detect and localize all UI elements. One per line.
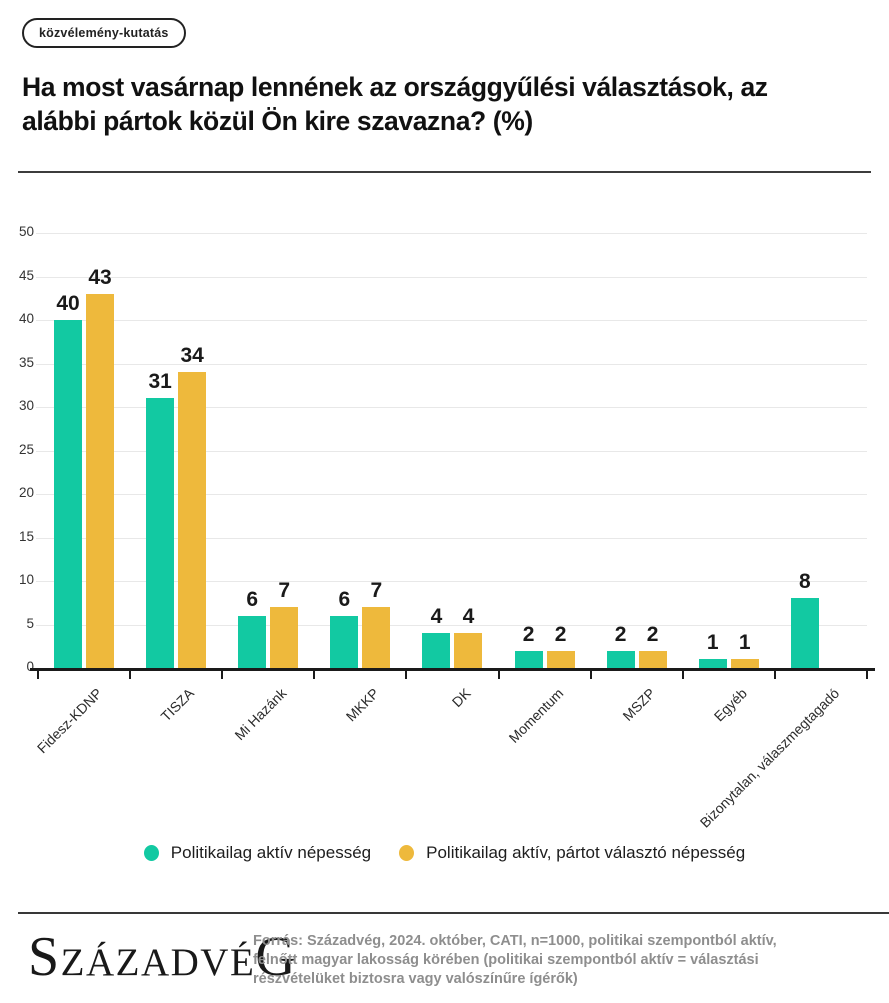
y-axis-label: 45 — [18, 267, 34, 283]
x-axis-tick — [589, 671, 592, 679]
x-axis-tick — [405, 671, 408, 679]
bar-value-label: 34 — [180, 344, 204, 368]
bar-value-label: 2 — [646, 622, 659, 646]
y-axis-label: 40 — [18, 311, 34, 326]
bar-active-population — [54, 320, 83, 668]
x-axis-tick — [865, 671, 868, 679]
szazadveg-logo: SZÁZADVÉG — [28, 927, 297, 993]
bar-active-population — [606, 650, 635, 668]
bar-active-population — [238, 615, 267, 668]
bar-value-label: 1 — [738, 631, 751, 655]
bar-party-choosers — [178, 372, 207, 668]
bar-active-population — [698, 659, 727, 668]
y-axis-label: 0 — [26, 659, 34, 674]
topic-badge: közvélemény-kutatás — [22, 18, 186, 48]
bar-party-choosers — [454, 633, 483, 668]
source-line: Forrás: Századvég, 2024. október, CATI, … — [253, 933, 777, 949]
bar-value-label: 6 — [338, 587, 351, 611]
y-gridline — [36, 407, 867, 408]
bar-value-label: 31 — [148, 370, 172, 394]
bar-party-choosers — [638, 650, 667, 668]
legend-label: Politikailag aktív, pártot választó népe… — [426, 843, 746, 862]
category-label: DK — [448, 685, 474, 711]
bar-value-label: 4 — [430, 605, 443, 629]
bar-chart: 0 5 10 15 20 25 30 35 40 45 50 40 43 Fidesz-KDNP 31 34 T… — [0, 210, 889, 840]
legend-label: Politikailag aktív népesség — [170, 843, 372, 862]
y-axis-label: 10 — [18, 572, 34, 587]
bar-active-population — [514, 650, 543, 668]
x-axis-tick — [681, 671, 684, 679]
bar-party-choosers — [362, 607, 391, 668]
category-label: Fidesz-KDNP — [34, 685, 106, 757]
x-axis-tick — [497, 671, 500, 679]
category-label: Momentum — [505, 685, 566, 746]
y-gridline — [36, 494, 867, 495]
bar-party-choosers — [270, 607, 299, 668]
source-line: felnőtt magyar lakosság körében (politik… — [253, 952, 759, 968]
bar-value-label: 7 — [370, 579, 383, 603]
bar-value-label: 2 — [554, 622, 567, 646]
source-text: Forrás: Századvég, 2024. október, CATI, … — [253, 932, 873, 989]
category-label: Egyéb — [710, 685, 751, 725]
bar-value-label: 1 — [706, 631, 719, 655]
bar-value-label: 7 — [278, 579, 291, 603]
bar-party-choosers — [546, 650, 575, 668]
logo-letters: ZÁZADVÉ — [60, 941, 256, 984]
bar-active-population — [146, 398, 175, 668]
y-gridline — [36, 581, 867, 582]
bar-party-choosers — [86, 293, 115, 668]
x-axis-tick — [37, 671, 39, 679]
y-gridline — [36, 320, 867, 321]
y-axis-label: 35 — [18, 354, 34, 370]
page-title: Ha most vasárnap lennének az országgyűlé… — [22, 72, 768, 136]
legend-swatch-yellow — [399, 845, 415, 861]
y-gridline — [36, 624, 867, 626]
category-label: MSZP — [619, 685, 658, 724]
x-axis-tick — [221, 671, 224, 679]
bar-value-label: 43 — [88, 265, 112, 289]
bar-value-label: 4 — [462, 605, 475, 629]
bar-value-label: 2 — [614, 622, 627, 646]
y-gridline — [36, 537, 867, 539]
bar-active-population — [422, 633, 451, 668]
bar-active-population — [330, 615, 359, 668]
y-axis-label: 30 — [18, 398, 34, 413]
x-axis-line — [30, 668, 875, 671]
logo-letter: S — [28, 926, 61, 988]
x-axis-tick — [773, 671, 776, 679]
y-gridline — [36, 276, 867, 278]
bar-active-population — [790, 598, 819, 668]
y-axis-label: 50 — [18, 224, 34, 239]
y-gridline — [36, 233, 867, 234]
bar-value-label: 6 — [246, 587, 259, 611]
chart-legend: Politikailag aktív népesség Politikailag… — [0, 843, 889, 863]
x-axis-tick — [129, 671, 132, 679]
category-label: Mi Hazánk — [231, 685, 290, 744]
y-axis-label: 15 — [18, 528, 34, 544]
source-line: részvételüket biztosra vagy valószínűre … — [253, 971, 578, 987]
legend-item-party-choosers: Politikailag aktív, pártot választó népe… — [399, 843, 745, 863]
bar-value-label: 2 — [522, 622, 535, 646]
header-divider — [18, 171, 871, 173]
category-label: TISZA — [158, 685, 198, 725]
y-axis-label: 25 — [18, 441, 34, 457]
y-gridline — [36, 450, 867, 452]
bar-party-choosers — [730, 659, 759, 668]
y-axis-label: 5 — [26, 615, 34, 631]
bar-value-label: 8 — [799, 570, 811, 594]
footer-divider — [18, 912, 889, 914]
bar-value-label: 40 — [56, 292, 80, 315]
y-gridline — [36, 363, 867, 365]
logo-letter: G — [255, 926, 298, 988]
x-axis-tick — [313, 671, 316, 679]
legend-item-active-population: Politikailag aktív népesség — [143, 843, 372, 863]
category-label: MKKP — [342, 685, 382, 725]
legend-swatch-teal — [143, 845, 159, 861]
y-axis-label: 20 — [18, 485, 34, 500]
